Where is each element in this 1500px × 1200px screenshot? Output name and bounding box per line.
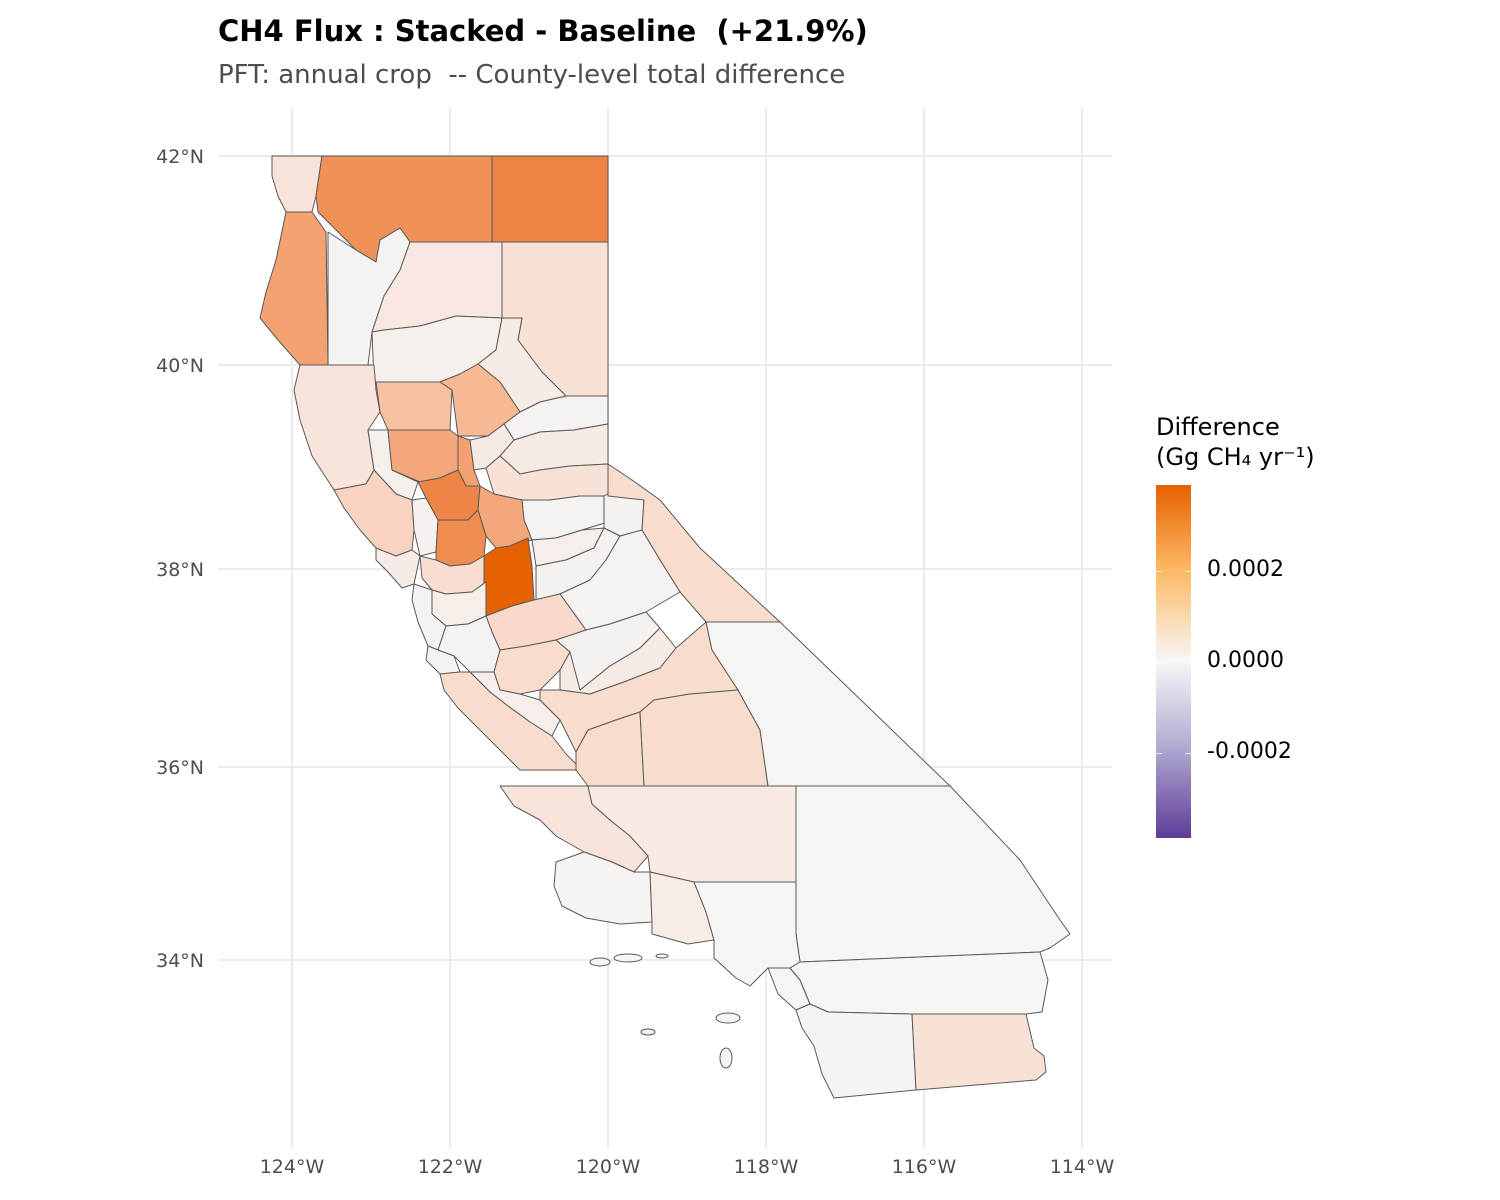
x-tick-label: 116°W — [892, 1156, 957, 1178]
y-tick-label: 40°N — [156, 355, 204, 377]
x-axis-labels: 124°W 122°W 120°W 118°W 116°W 114°W — [260, 1156, 1115, 1178]
county-layer — [259, 155, 1071, 1099]
y-tick-label: 34°N — [156, 950, 204, 972]
y-axis-labels: 42°N 40°N 38°N 36°N 34°N — [156, 146, 204, 972]
legend-label-zero: 0.0000 — [1207, 648, 1284, 673]
county-sonoma[interactable] — [333, 469, 415, 557]
map-subtitle: PFT: annual crop -- County-level total d… — [218, 60, 846, 90]
x-tick-label: 124°W — [260, 1156, 325, 1178]
county-imperial[interactable] — [911, 1013, 1047, 1091]
channel-islands — [589, 953, 741, 1069]
x-tick-label: 118°W — [734, 1156, 799, 1178]
county-humboldt[interactable] — [259, 211, 329, 366]
y-tick-label: 42°N — [156, 146, 204, 168]
x-tick-label: 122°W — [418, 1156, 483, 1178]
county-glenn[interactable] — [375, 381, 453, 431]
legend-colorbar — [1156, 485, 1191, 838]
x-tick-label: 114°W — [1050, 1156, 1115, 1178]
county-los-angeles[interactable] — [693, 881, 801, 987]
county-riverside[interactable] — [789, 951, 1049, 1015]
county-monterey[interactable] — [439, 671, 583, 771]
county-del-norte[interactable] — [271, 155, 323, 213]
map-title: CH4 Flux : Stacked - Baseline (+21.9%) — [218, 14, 868, 48]
island-san-nicolas — [640, 1028, 656, 1036]
legend-label-neg: -0.0002 — [1207, 739, 1292, 764]
island-santa-cruz-isl — [613, 953, 643, 963]
legend-label-pos: 0.0002 — [1207, 557, 1284, 582]
island-santa-rosa — [589, 957, 611, 967]
legend-title: Difference (Gg CH₄ yr⁻¹) — [1156, 412, 1315, 472]
island-anacapa — [655, 953, 669, 959]
county-san-diego[interactable] — [795, 1003, 917, 1099]
y-tick-label: 38°N — [156, 559, 204, 581]
y-tick-label: 36°N — [156, 757, 204, 779]
county-modoc[interactable] — [491, 155, 609, 243]
x-tick-label: 120°W — [576, 1156, 641, 1178]
county-san-bernardino[interactable] — [795, 785, 1071, 963]
legend-title-line1: Difference — [1156, 413, 1280, 441]
legend-title-line2: (Gg CH₄ yr⁻¹) — [1156, 443, 1315, 471]
county-mendocino[interactable] — [293, 364, 381, 491]
island-san-clemente — [719, 1047, 733, 1069]
county-inyo[interactable] — [705, 621, 951, 787]
island-catalina — [715, 1012, 741, 1024]
